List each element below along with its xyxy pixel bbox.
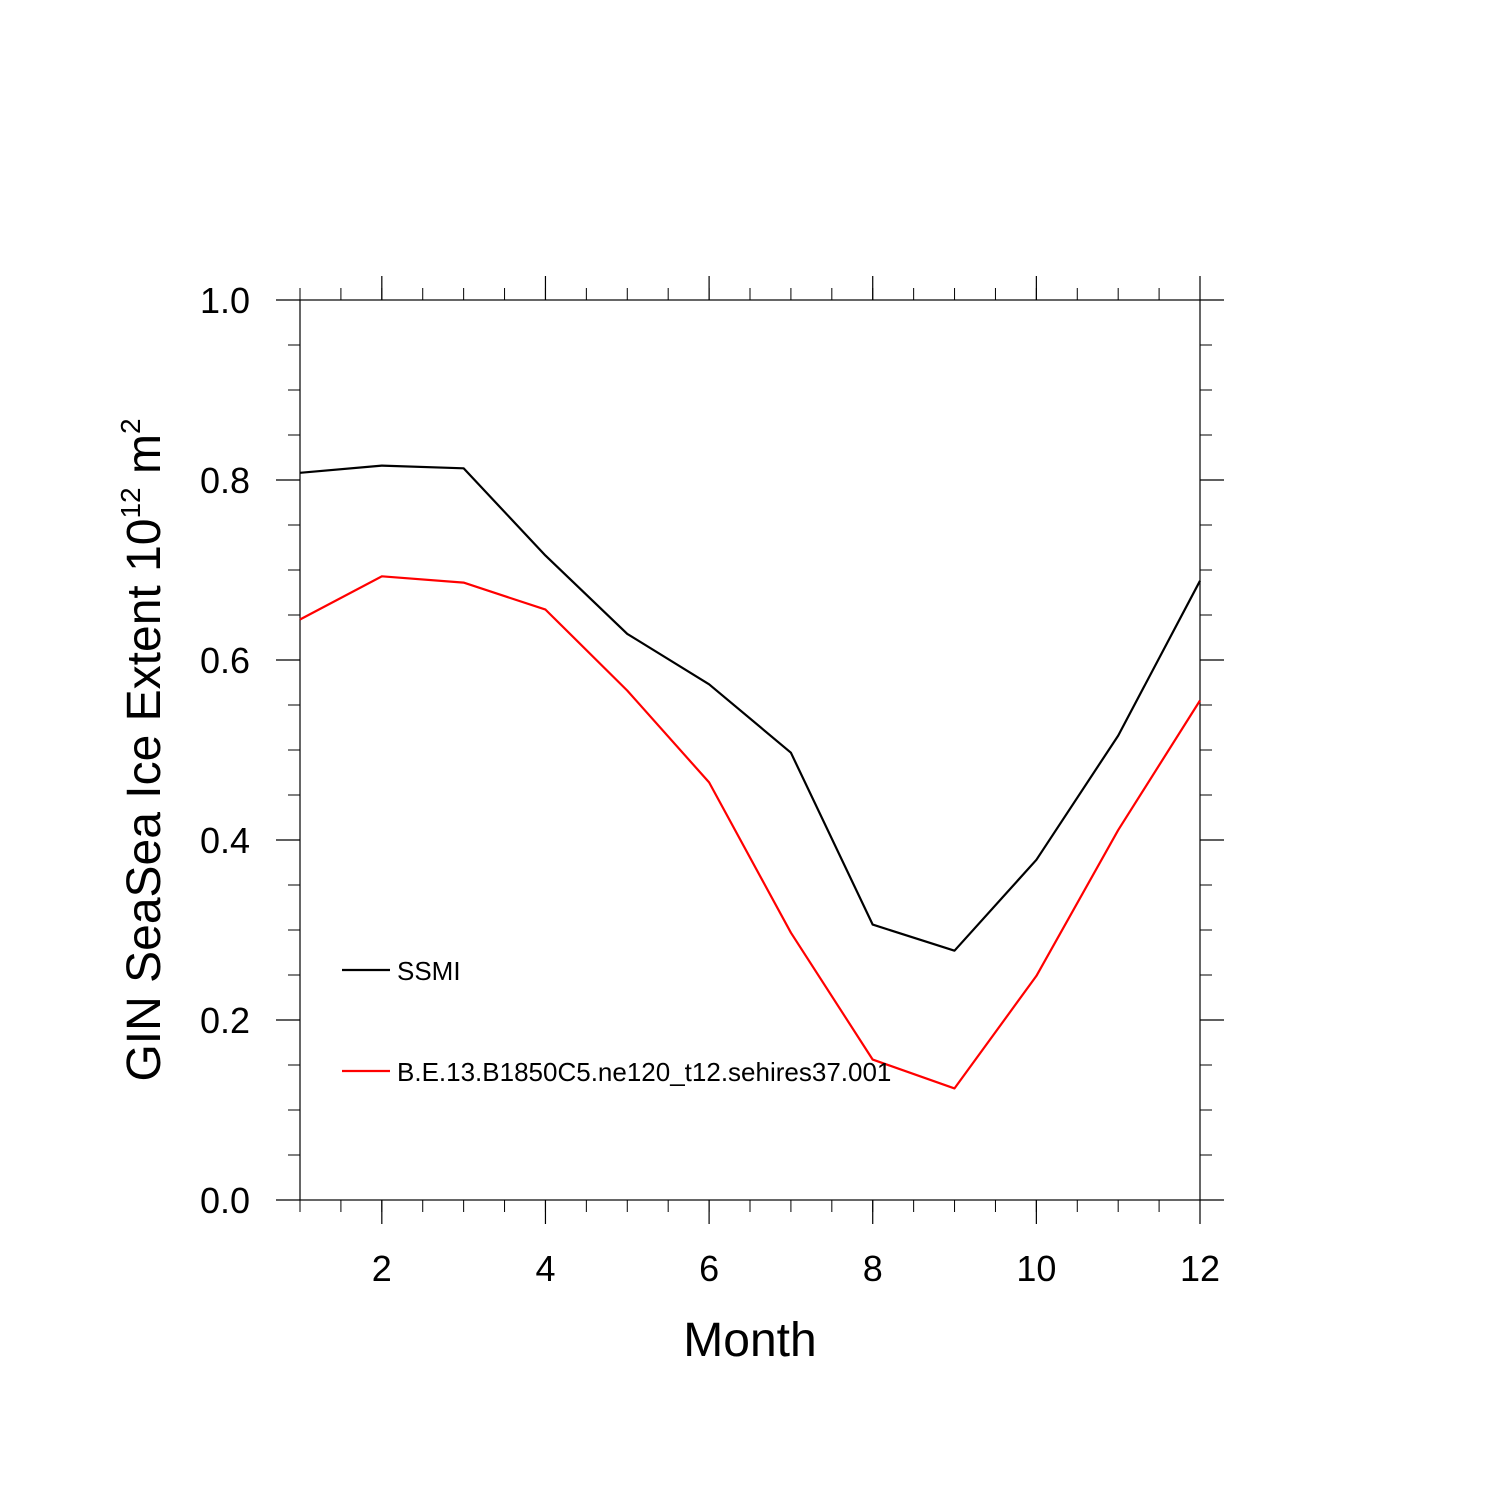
y-tick-label: 0.2 — [200, 1000, 250, 1041]
series-lines — [299, 464, 1201, 1090]
x-axis-title: Month — [683, 1314, 816, 1367]
legend-label: SSMI — [397, 956, 461, 986]
y-axis-title: GIN SeaSea Ice Extent 1012 m2 — [115, 418, 171, 1081]
x-tick-labels: 2 4 6 8 10 12 — [372, 1248, 1220, 1289]
y-tick-label: 0.6 — [200, 640, 250, 681]
x-tick-label: 8 — [863, 1248, 883, 1289]
x-tick-label: 6 — [699, 1248, 719, 1289]
y-axis-title-unit: m — [118, 434, 171, 487]
y-tick-label: 0.0 — [200, 1180, 250, 1221]
y-axis-title-main: GIN SeaSea Ice Extent 10 — [118, 519, 171, 1082]
y-tick-label: 1.0 — [200, 280, 250, 321]
x-tick-label: 2 — [372, 1248, 392, 1289]
x-tick-label: 10 — [1016, 1248, 1056, 1289]
x-tick-label: 12 — [1180, 1248, 1220, 1289]
x-tick-label: 4 — [535, 1248, 555, 1289]
y-tick-label: 0.4 — [200, 820, 250, 861]
series-line-ssmi — [299, 464, 1201, 952]
y-tick-label: 0.8 — [200, 460, 250, 501]
major-ticks — [276, 276, 1224, 1224]
series-line-model — [299, 575, 1201, 1090]
y-tick-labels: 0.0 0.2 0.4 0.6 0.8 1.0 — [200, 280, 250, 1221]
legend-label: B.E.13.B1850C5.ne120_t12.sehires37.001 — [397, 1057, 891, 1087]
plot-frame — [299, 299, 1201, 1201]
y-axis-title-unit-exponent: 2 — [115, 418, 146, 434]
legend: SSMI B.E.13.B1850C5.ne120_t12.sehires37.0… — [342, 956, 891, 1087]
y-axis-title-exponent: 12 — [115, 487, 146, 518]
